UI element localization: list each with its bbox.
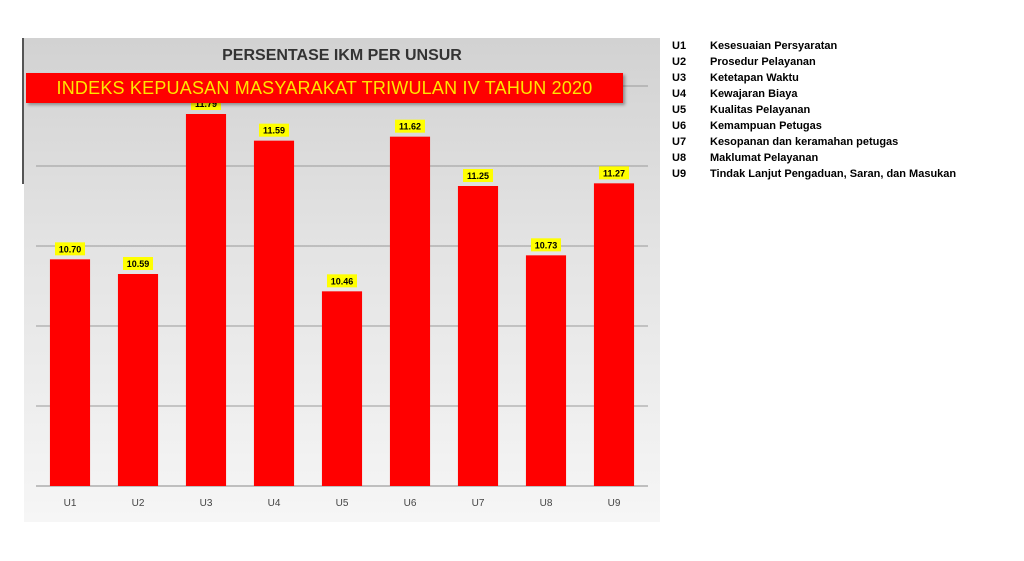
legend-code: U2 <box>672 56 687 68</box>
x-tick-label: U1 <box>64 498 77 509</box>
bar <box>253 140 295 486</box>
legend-row: U4 Kewajaran Biaya <box>672 86 956 102</box>
data-label: 11.79 <box>195 99 217 109</box>
legend-row: U8 Maklumat Pelayanan <box>672 150 956 166</box>
data-label: 11.59 <box>263 126 285 136</box>
legend-code: U8 <box>672 152 687 164</box>
x-tick-label: U6 <box>404 498 417 509</box>
legend-code: U3 <box>672 72 687 84</box>
data-label-bg <box>395 119 425 133</box>
bar <box>593 183 635 487</box>
legend-row: U1 Kesesuaian Persyaratan <box>672 38 956 54</box>
data-label-bg <box>327 274 357 288</box>
data-label-bg <box>531 238 561 252</box>
legend-code: U7 <box>672 136 687 148</box>
bar <box>321 291 363 486</box>
data-label: 10.73 <box>535 240 558 250</box>
x-tick-label: U5 <box>336 498 349 509</box>
bar <box>49 259 91 486</box>
legend-label: Prosedur Pelayanan <box>710 56 816 68</box>
subtitle-banner: INDEKS KEPUASAN MASYARAKAT TRIWULAN IV T… <box>26 73 623 103</box>
data-label: 11.25 <box>467 171 489 181</box>
data-label: 10.59 <box>127 259 150 269</box>
data-label: 11.62 <box>399 122 421 132</box>
x-tick-label: U8 <box>540 498 553 509</box>
data-label-bg <box>599 166 629 180</box>
legend-row: U5 Kualitas Pelayanan <box>672 102 956 118</box>
legend-row: U9 Tindak Lanjut Pengaduan, Saran, dan Ma… <box>672 166 956 182</box>
bar <box>117 274 159 486</box>
bar <box>389 136 431 486</box>
data-label-bg <box>55 242 85 256</box>
bar <box>457 186 499 486</box>
legend-code: U1 <box>672 40 687 52</box>
x-tick-label: U9 <box>608 498 621 509</box>
data-label-bg <box>259 123 289 137</box>
legend-label: Maklumat Pelayanan <box>710 152 819 164</box>
legend-row: U2 Prosedur Pelayanan <box>672 54 956 70</box>
legend-code: U9 <box>672 168 687 180</box>
legend-label: Ketetapan Waktu <box>710 72 799 84</box>
x-tick-label: U7 <box>472 498 485 509</box>
legend-label: Tindak Lanjut Pengaduan, Saran, dan Masu… <box>710 168 957 180</box>
legend-code: U6 <box>672 120 687 132</box>
chart-subtitle: INDEKS KEPUASAN MASYARAKAT TRIWULAN IV T… <box>56 78 593 98</box>
data-label-bg <box>123 257 153 270</box>
data-label-bg <box>463 169 493 182</box>
legend-row: U6 Kemampuan Petugas <box>672 118 956 134</box>
x-tick-label: U4 <box>268 498 281 509</box>
legend-row: U3 Ketetapan Waktu <box>672 70 956 86</box>
data-label: 11.27 <box>603 168 625 178</box>
legend-code: U5 <box>672 104 687 116</box>
data-label: 10.70 <box>59 244 82 254</box>
bar <box>185 114 227 486</box>
legend-label: Kesopanan dan keramahan petugas <box>710 136 899 148</box>
legend-label: Kesesuaian Persyaratan <box>710 40 838 52</box>
legend: U1 Kesesuaian Persyaratan U2 Prosedur Pela… <box>672 38 956 182</box>
x-tick-label: U2 <box>132 498 145 509</box>
panel-edge-line <box>22 38 24 184</box>
legend-label: Kemampuan Petugas <box>710 120 822 132</box>
bar <box>525 255 567 486</box>
chart-title: PERSENTASE IKM PER UNSUR <box>222 47 462 64</box>
x-tick-label: U3 <box>200 498 213 509</box>
legend-label: Kualitas Pelayanan <box>710 104 811 116</box>
legend-row: U7 Kesopanan dan keramahan petugas <box>672 134 956 150</box>
data-label: 10.46 <box>331 276 354 286</box>
legend-code: U4 <box>672 88 687 100</box>
legend-label: Kewajaran Biaya <box>710 88 798 100</box>
